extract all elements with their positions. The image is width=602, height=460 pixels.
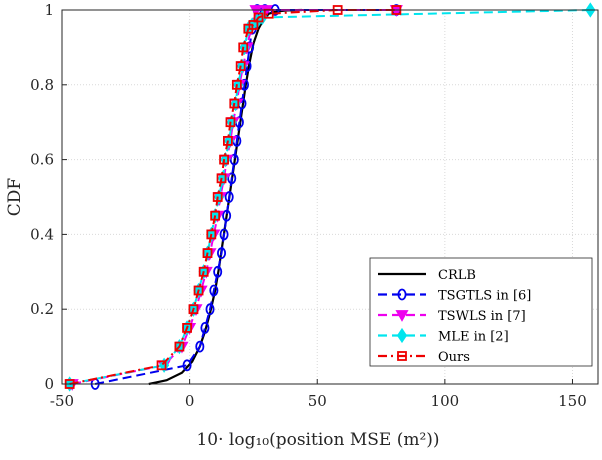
data-point-tsgtls-in-6 [222, 209, 232, 222]
y-tick-label: 1 [44, 1, 54, 19]
legend-label: Ours [438, 350, 470, 365]
x-tick-label: -50 [50, 392, 74, 410]
legend-marker [395, 310, 409, 322]
data-point-ours [174, 341, 185, 352]
data-point-tsgtls-in-6 [229, 153, 239, 166]
data-point-ours [253, 12, 264, 23]
data-point-tsgtls-in-6 [209, 284, 219, 297]
data-point-ours [223, 135, 233, 146]
data-point-tsgtls-in-6 [227, 172, 237, 185]
data-point-ours [212, 192, 223, 202]
x-tick-label: 150 [558, 392, 587, 410]
legend-entry-tswls-in-7: TSWLS in [7] [378, 309, 526, 324]
data-point-ours [238, 42, 249, 53]
data-point-ours [235, 61, 246, 71]
y-tick-label: 0.6 [30, 151, 54, 169]
series-ours [64, 5, 402, 389]
legend-marker [397, 288, 407, 301]
data-point-tsgtls-in-6 [195, 340, 205, 353]
x-tick-label: 100 [431, 392, 460, 410]
data-point-ours [216, 173, 227, 184]
x-tick-label: 0 [185, 392, 195, 410]
legend-label: TSWLS in [7] [438, 309, 526, 324]
grid [62, 10, 598, 384]
data-point-tsgtls-in-6 [200, 321, 210, 334]
data-point-ours [206, 229, 217, 240]
legend-label: TSGTLS in [6] [438, 289, 531, 304]
legend-entry-tsgtls-in-6: TSGTLS in [6] [378, 289, 531, 304]
data-point-ours [182, 322, 192, 333]
data-point-tsgtls-in-6 [182, 359, 192, 372]
data-point-tsgtls-in-6 [205, 303, 215, 316]
data-point-ours [225, 117, 236, 128]
y-tick-label: 0.8 [30, 76, 54, 94]
legend-label: MLE in [2] [438, 330, 509, 345]
y-tick-label: 0.2 [30, 300, 54, 318]
data-point-ours [248, 20, 259, 30]
data-point-ours [231, 79, 242, 90]
legend-entry-crlb: CRLB [378, 268, 476, 283]
y-tick-label: 0 [44, 375, 54, 393]
legend-entry-mle-in-2: MLE in [2] [378, 327, 509, 345]
data-point-ours [193, 285, 204, 296]
data-point-tsgtls-in-6 [217, 247, 227, 260]
data-point-tsgtls-in-6 [213, 265, 223, 278]
data-point-ours [188, 304, 199, 315]
data-point-tsgtls-in-6 [219, 228, 229, 241]
y-axis-title: CDF [5, 178, 25, 217]
data-point-ours [229, 98, 240, 109]
data-point-ours [156, 360, 167, 371]
legend-label: CRLB [438, 268, 476, 283]
data-point-tsgtls-in-6 [224, 191, 234, 203]
legend: CRLB TSGTLS in [6] TSWLS in [7] MLE in [2] O… [369, 257, 593, 367]
legend-marker [397, 351, 407, 361]
x-tick-label: 50 [308, 392, 327, 410]
series-group [64, 2, 596, 392]
y-tick-label: 0.4 [30, 225, 54, 243]
data-point-ours [198, 266, 209, 277]
x-axis-title: 10· log₁₀(position MSE (m²)) [196, 430, 439, 450]
legend-entry-ours: Ours [378, 350, 470, 365]
plot-frame [61, 9, 599, 385]
series-line-ours [69, 9, 397, 385]
legend-marker [396, 327, 408, 344]
data-point-ours [210, 210, 221, 221]
data-point-ours [219, 154, 229, 165]
data-point-ours [202, 248, 213, 259]
